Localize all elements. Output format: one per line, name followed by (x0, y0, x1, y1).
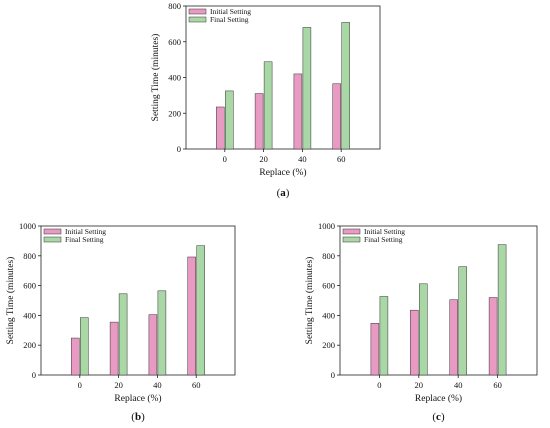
bar-initial-40 (148, 314, 158, 376)
x-tick-label: 0 (223, 154, 227, 164)
bar-initial-20 (109, 321, 119, 376)
y-tick-label: 800 (322, 251, 335, 261)
x-axis-label: Replace (%) (259, 167, 306, 178)
bar-initial-60 (187, 256, 196, 376)
panel-caption-letter: c (436, 411, 441, 423)
legend-swatch-final (342, 236, 361, 243)
x-tick-label: 0 (78, 380, 82, 390)
bar-final-20 (263, 61, 273, 150)
y-axis-label: Setting Time (minutes) (150, 34, 161, 122)
legend-label-initial: Initial Setting (210, 7, 251, 16)
y-tick-label: 400 (23, 310, 36, 320)
y-tick-label: 600 (322, 281, 335, 291)
x-tick-label: 40 (153, 380, 162, 390)
panel-caption-letter: a (280, 187, 286, 199)
legend-swatch-final (43, 236, 62, 243)
bar-initial-0 (370, 323, 380, 376)
plot-frame (40, 225, 236, 376)
legend-swatch-initial (342, 228, 361, 235)
y-tick-label: 200 (322, 340, 335, 350)
bar-final-0 (379, 296, 389, 376)
panel-caption: (c) (432, 411, 445, 423)
chart-panel-c: 0 200 400 600 800 1000 0 20 40 60 Replace (%) Setti… (304, 221, 538, 423)
y-tick-label: 200 (23, 340, 36, 350)
x-axis-label: Replace (%) (114, 393, 161, 404)
bar-initial-0 (71, 337, 80, 376)
y-tick-label: 800 (168, 1, 181, 11)
legend-swatch-final (188, 16, 207, 23)
x-tick-label: 20 (114, 380, 123, 390)
x-tick-label: 40 (298, 154, 307, 164)
legend-swatch-initial (43, 228, 62, 235)
x-tick-label: 0 (377, 380, 381, 390)
y-tick-label: 400 (322, 310, 335, 320)
legend-label-final: Final Setting (65, 235, 104, 244)
y-axis-label: Setting Time (minutes) (304, 257, 315, 345)
bar-final-0 (80, 317, 89, 376)
bar-final-20 (118, 293, 128, 376)
legend-swatch-initial (188, 8, 207, 15)
bar-initial-60 (332, 83, 341, 150)
x-tick-label: 40 (454, 380, 463, 390)
y-tick-label: 0 (32, 370, 36, 380)
plot-frame (185, 5, 381, 150)
y-tick-label: 600 (168, 37, 181, 47)
legend-label-initial: Initial Setting (364, 227, 405, 236)
legend-label-final: Final Setting (364, 235, 403, 244)
bar-final-60 (497, 244, 507, 376)
x-tick-label: 60 (192, 380, 201, 390)
bar-final-60 (196, 245, 205, 376)
y-tick-label: 200 (168, 108, 181, 118)
y-tick-label: 800 (23, 251, 36, 261)
bar-initial-0 (216, 106, 225, 150)
y-tick-label: 1000 (318, 221, 335, 231)
y-tick-label: 0 (331, 370, 335, 380)
bar-final-60 (341, 22, 350, 150)
x-axis-label: Replace (%) (415, 393, 462, 404)
y-tick-label: 0 (177, 144, 181, 154)
bar-final-20 (419, 283, 428, 376)
x-tick-label: 20 (415, 380, 424, 390)
bar-final-40 (157, 290, 167, 376)
bar-final-40 (458, 266, 467, 376)
x-tick-label: 60 (493, 380, 502, 390)
legend-label-final: Final Setting (210, 15, 249, 24)
chart-panel-b: 0 200 400 600 800 1000 0 20 40 60 Replace (%) Setti… (5, 221, 236, 423)
x-tick-label: 60 (337, 154, 346, 164)
bar-initial-40 (449, 299, 458, 376)
bar-initial-20 (410, 309, 419, 376)
bar-final-0 (225, 90, 234, 150)
y-tick-label: 600 (23, 281, 36, 291)
panel-caption: (b) (131, 411, 145, 423)
y-axis-label: Setting Time (minutes) (5, 257, 16, 345)
y-tick-label: 1000 (19, 221, 36, 231)
bar-initial-40 (293, 73, 303, 150)
legend-label-initial: Initial Setting (65, 227, 106, 236)
bar-final-40 (302, 27, 312, 150)
plot-frame (339, 225, 538, 376)
panel-caption: (a) (277, 187, 290, 199)
bar-initial-20 (254, 93, 264, 150)
panel-caption-letter: b (135, 411, 141, 423)
x-tick-label: 20 (259, 154, 268, 164)
y-tick-label: 400 (168, 73, 181, 83)
bar-initial-60 (488, 297, 498, 376)
chart-panel-a: 0 200 400 600 800 0 20 40 60 Replace (%) Setting T… (150, 1, 381, 199)
